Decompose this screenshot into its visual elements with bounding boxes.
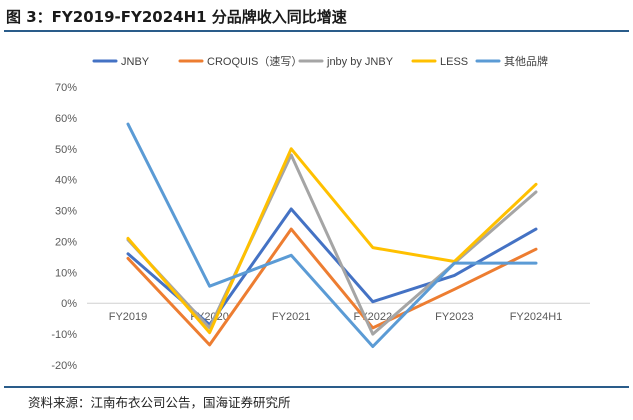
y-tick-label: -10% [51, 329, 77, 341]
chart-legend: JNBY CROQUIS（速写） jnby by JNBY LESS 其他品牌 [92, 54, 548, 68]
x-tick-label: FY2024H1 [510, 311, 563, 323]
legend-label: CROQUIS（速写） [207, 55, 302, 68]
title-divider [4, 30, 629, 32]
y-tick-label: 30% [55, 206, 77, 218]
y-tick-label: 60% [55, 113, 77, 125]
y-tick-label: 40% [55, 175, 77, 187]
y-axis-labels: -20% -10% 0% 10% 20% 30% 40% 50% 60% 70% [51, 82, 77, 372]
y-tick-label: 70% [55, 82, 77, 94]
legend-label: jnby by JNBY [326, 56, 394, 68]
x-tick-label: FY2021 [272, 311, 311, 323]
series-line [126, 147, 538, 335]
y-tick-label: 50% [55, 144, 77, 156]
x-tick-label: FY2019 [109, 311, 148, 323]
x-axis-labels: FY2019 FY2020 FY2021 FY2022 FY2023 FY2024H1 [109, 311, 563, 323]
x-tick-label: FY2023 [435, 311, 474, 323]
y-tick-label: 20% [55, 236, 77, 248]
legend-label: LESS [440, 56, 468, 68]
source-note: 资料来源：江南布衣公司公告，国海证券研究所 [28, 395, 291, 410]
source-divider [4, 386, 629, 388]
figure-title: 图 3：FY2019-FY2024H1 分品牌收入同比增速 [6, 8, 347, 26]
y-tick-label: 0% [61, 298, 77, 310]
series-line [126, 153, 538, 336]
y-tick-label: -20% [51, 360, 77, 372]
series-lines [126, 122, 538, 348]
legend-label: 其他品牌 [504, 54, 548, 68]
series-line [126, 227, 538, 347]
legend-label: JNBY [121, 56, 150, 68]
y-tick-label: 10% [55, 267, 77, 279]
series-line [126, 122, 538, 348]
